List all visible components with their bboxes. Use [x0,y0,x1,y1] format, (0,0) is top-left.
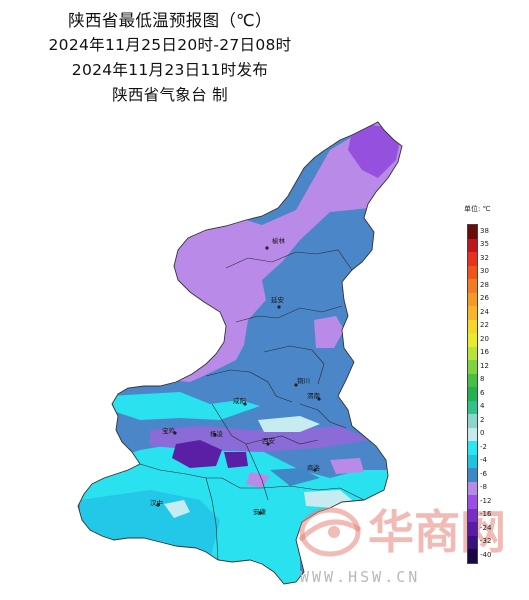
legend-swatch [468,535,477,549]
legend-swatch [468,481,477,495]
legend-swatch [468,265,477,279]
city-marker-weinan [317,397,321,401]
legend-swatch [468,495,477,509]
city-label-shangluo: 商洛 [307,463,321,472]
city-markers [156,246,321,515]
legend-label: 16 [480,348,489,357]
legend-label: -16 [480,510,492,519]
legend-swatch [468,508,477,522]
watermark-url: WWW.HSW.CN [300,568,420,586]
legend-label: -32 [480,537,492,546]
city-labels: 榆林 延安 铜川 咸阳 渭南 宝鸡 杨凌 西安 商洛 汉中 安康 [150,236,321,516]
legend-swatch [468,400,477,414]
legend-swatch [468,441,477,455]
legend-swatch [468,319,477,333]
legend-label: -6 [480,469,487,478]
legend-label: 4 [480,402,485,411]
legend-label: 0 [480,429,485,438]
city-marker-yulin [265,246,269,250]
legend-label: 28 [480,280,489,289]
legend-label: 38 [480,226,489,235]
city-label-xian: 西安 [262,436,276,445]
legend-label: -24 [480,523,492,532]
legend-swatch [468,373,477,387]
legend-label: 30 [480,267,489,276]
legend-label: 6 [480,388,485,397]
legend-label: 20 [480,334,489,343]
watermark-logo-icon [298,507,362,557]
legend-label: 2 [480,415,485,424]
city-marker-shangluo [313,468,317,472]
city-marker-baoji [173,431,177,435]
legend-swatch [468,468,477,482]
legend-swatch [468,279,477,293]
legend-swatch [468,427,477,441]
map-title-block: 陕西省最低温预报图（℃） 2024年11月25日20时-27日08时 2024年… [0,8,340,108]
legend-swatch [468,292,477,306]
city-label-yangling: 杨凌 [210,429,224,438]
legend-swatch [468,549,477,563]
legend-swatch [468,225,477,239]
legend-label: -2 [480,442,487,451]
city-label-ankang: 安康 [253,507,267,516]
legend-label: -4 [480,456,487,465]
legend-unit: 单位: ℃ [464,205,491,213]
legend-swatch [468,387,477,401]
legend-label: 8 [480,375,485,384]
city-marker-hanzhong [156,503,160,507]
issue-time: 2024年11月23日11时发布 [71,61,269,79]
city-label-hanzhong: 汉中 [150,498,163,507]
city-label-xianyang: 咸阳 [233,396,246,405]
legend-swatch [468,414,477,428]
legend-label: -40 [480,550,492,559]
city-marker-yanan [277,305,281,309]
city-marker-ankang [258,511,262,515]
issuer: 陕西省气象台 制 [112,86,228,104]
city-marker-yangling [213,433,217,437]
city-label-weinan: 渭南 [307,391,321,400]
city-label-yanan: 延安 [271,295,285,304]
legend-swatch [468,522,477,536]
watermark-brand: 华商网 [368,505,506,559]
legend-label: 35 [480,240,489,249]
legend-label: -8 [480,483,487,492]
map-title: 陕西省最低温预报图（℃） [68,11,272,30]
legend-label: 24 [480,307,489,316]
temperature-legend: 单位: ℃ 38 35 32 30 28 26 24 22 20 16 12 8 6 4 2 0 -2 -4 -6-… [462,204,502,564]
city-label-tongchuan: 铜川 [297,376,310,385]
legend-label: 26 [480,294,489,303]
city-marker-xian [266,442,270,446]
legend-swatch [468,238,477,252]
city-marker-tongchuan [294,383,298,387]
legend-swatch [468,454,477,468]
legend-swatch [468,252,477,266]
city-label-baoji: 宝鸡 [162,426,176,435]
city-marker-xianyang [243,402,247,406]
legend-swatch [468,360,477,374]
legend-label: -12 [480,496,492,505]
legend-swatch [468,306,477,320]
legend-color-bar [467,224,478,564]
legend-swatch [468,346,477,360]
legend-swatch [468,333,477,347]
legend-label: 32 [480,253,489,262]
forecast-period: 2024年11月25日20时-27日08时 [48,36,292,54]
city-label-yulin: 榆林 [272,236,286,245]
legend-label: 12 [480,361,489,370]
legend-label: 22 [480,321,489,330]
watermark: 华商网 WWW.HSW.CN [298,505,506,586]
prefecture-boundaries [139,249,365,561]
